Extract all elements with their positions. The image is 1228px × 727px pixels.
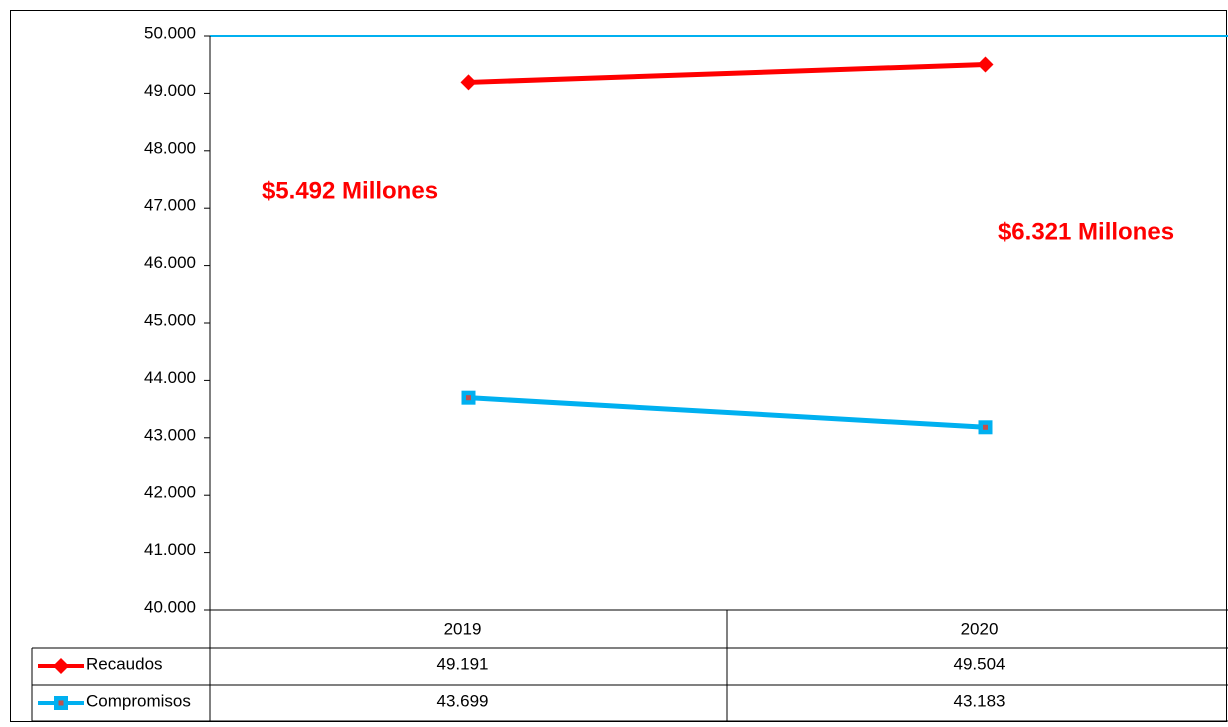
- table-value: 43.699: [437, 691, 489, 710]
- y-tick-label: 47.000: [144, 196, 196, 215]
- marker: [977, 56, 994, 73]
- legend-label: Compromisos: [86, 691, 191, 710]
- legend-marker-center: [58, 700, 64, 706]
- x-tick-label: 2019: [444, 619, 482, 638]
- y-tick-label: 45.000: [144, 310, 196, 329]
- y-tick-label: 44.000: [144, 368, 196, 387]
- series-line: [468, 395, 986, 430]
- y-tick-label: 41.000: [144, 540, 196, 559]
- marker-center: [983, 424, 988, 430]
- y-tick-label: 43.000: [144, 425, 196, 444]
- table-value: 49.504: [954, 654, 1006, 673]
- x-tick-label: 2020: [961, 619, 999, 638]
- annotation: $5.492 Millones: [262, 177, 438, 204]
- table-value: 43.183: [954, 691, 1006, 710]
- marker: [460, 74, 477, 91]
- series-line: [468, 61, 986, 85]
- y-tick-label: 42.000: [144, 483, 196, 502]
- table-value: 49.191: [437, 654, 489, 673]
- legend-marker: [53, 658, 69, 674]
- y-tick-label: 49.000: [144, 81, 196, 100]
- y-tick-label: 46.000: [144, 253, 196, 272]
- legend-label: Recaudos: [86, 654, 163, 673]
- marker-center: [466, 395, 471, 401]
- y-tick-label: 48.000: [144, 138, 196, 157]
- y-tick-label: 40.000: [144, 597, 196, 616]
- annotation: $6.321 Millones: [998, 218, 1174, 245]
- y-tick-label: 50.000: [144, 23, 196, 42]
